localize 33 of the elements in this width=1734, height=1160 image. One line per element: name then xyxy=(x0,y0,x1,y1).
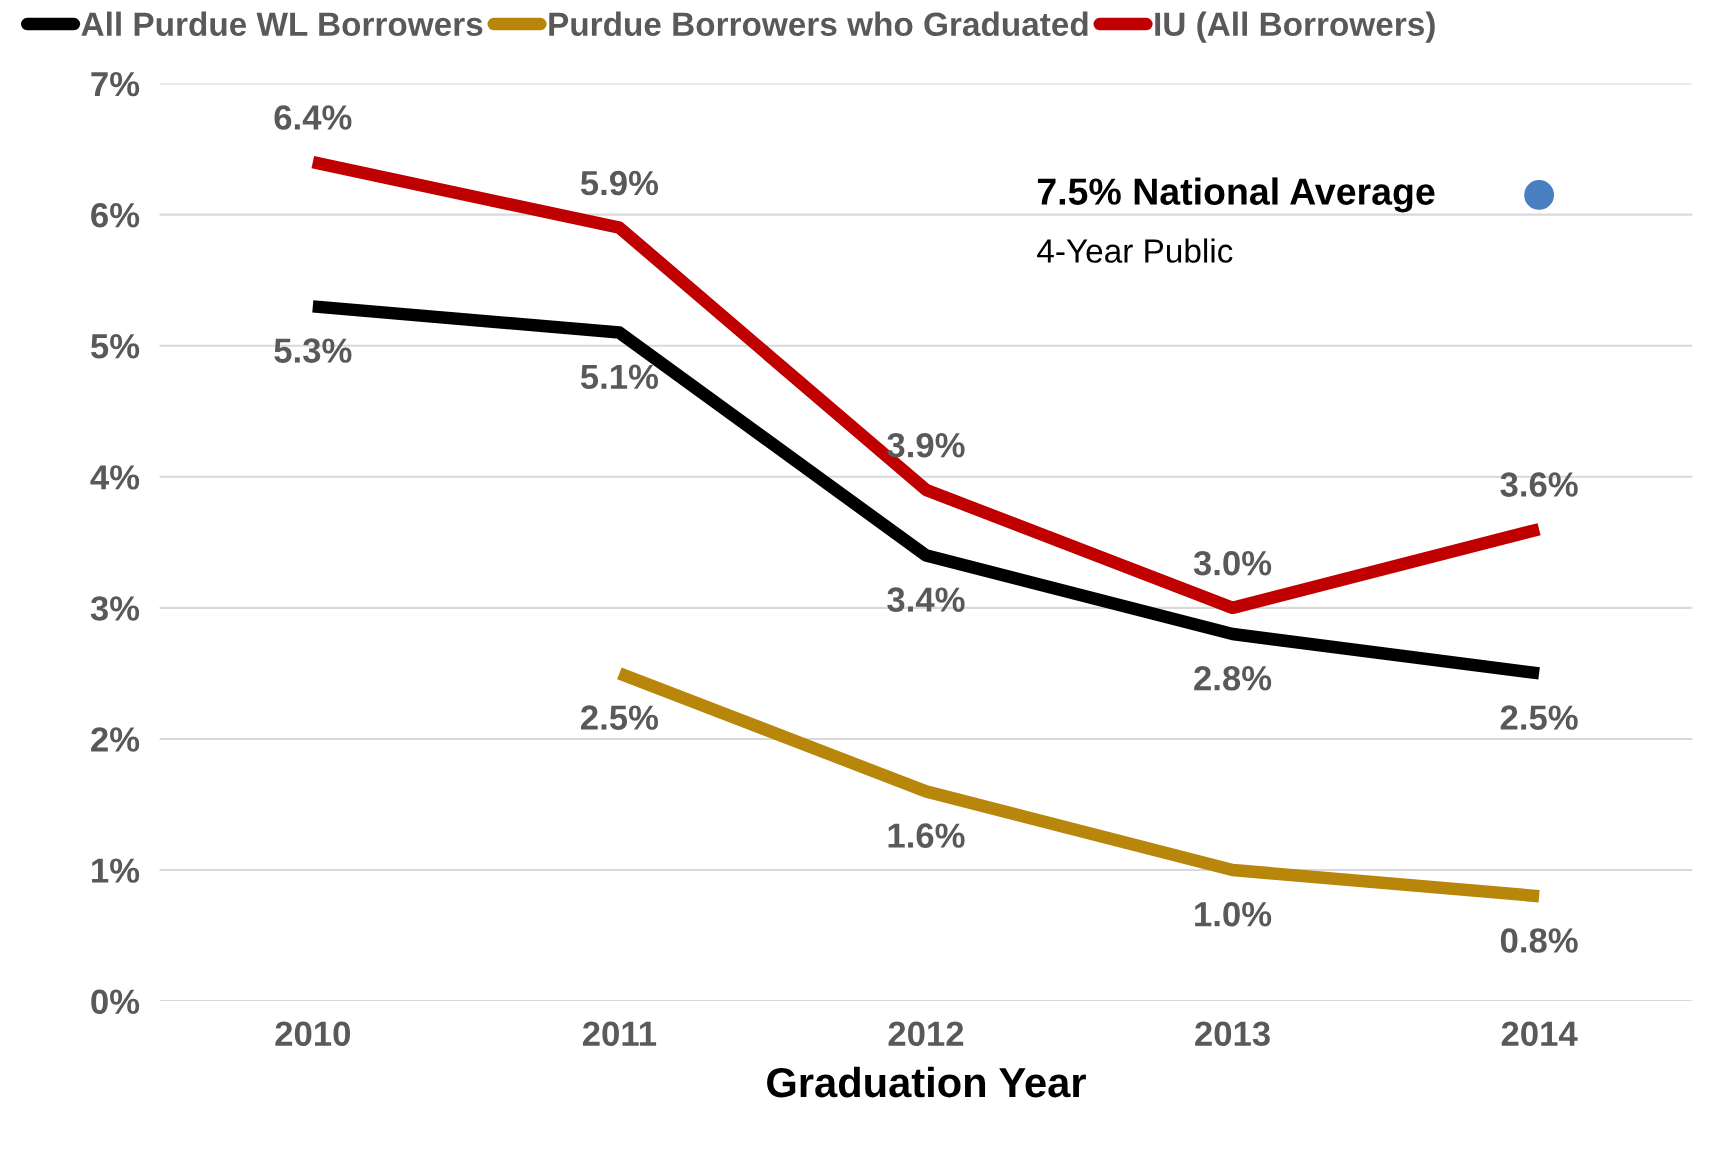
x-axis-title: Graduation Year xyxy=(767,1066,1086,1098)
legend-label: All Purdue WL Borrowers xyxy=(81,11,483,37)
x-tick-label: 2012 xyxy=(888,1021,964,1047)
data-label: 1.6% xyxy=(888,823,965,848)
y-tick-label: 6% xyxy=(91,202,140,228)
legend-label: IU (All Borrowers) xyxy=(1155,11,1435,43)
data-label: 1.0% xyxy=(1195,901,1272,927)
x-tick-label: 2013 xyxy=(1195,1021,1270,1047)
x-tick-label: 2014 xyxy=(1501,1021,1578,1047)
annotation: 4-Year Public xyxy=(1037,238,1233,263)
data-label: 3.6% xyxy=(1500,472,1578,497)
x-tick-label: 2011 xyxy=(582,1021,657,1047)
data-label: 6.4% xyxy=(274,105,352,130)
data-label: 3.9% xyxy=(887,432,965,458)
legend-label: Purdue Borrowers who Graduated xyxy=(549,11,1088,37)
x-tick-label: 2010 xyxy=(275,1021,351,1047)
data-label: 0.8% xyxy=(1500,928,1578,953)
data-label: 2.5% xyxy=(1500,705,1578,730)
y-tick-label: 3% xyxy=(90,596,140,621)
data-label: 5.3% xyxy=(274,338,352,363)
data-label: 3.0% xyxy=(1193,550,1272,576)
y-tick-label: 7% xyxy=(91,71,140,97)
annotation: 7.5% National Average xyxy=(1037,177,1435,213)
data-label: 2.5% xyxy=(581,705,659,730)
data-label: 2.8% xyxy=(1194,666,1272,691)
y-tick-label: 5% xyxy=(90,334,140,359)
data-label: 3.4% xyxy=(887,587,965,612)
y-tick-label: 4% xyxy=(90,465,140,490)
y-tick-label: 0% xyxy=(91,989,140,1014)
data-label: 5.9% xyxy=(580,170,659,196)
data-label: 5.1% xyxy=(580,364,659,390)
y-tick-label: 2% xyxy=(91,727,140,752)
y-tick-label: 1% xyxy=(92,858,140,883)
